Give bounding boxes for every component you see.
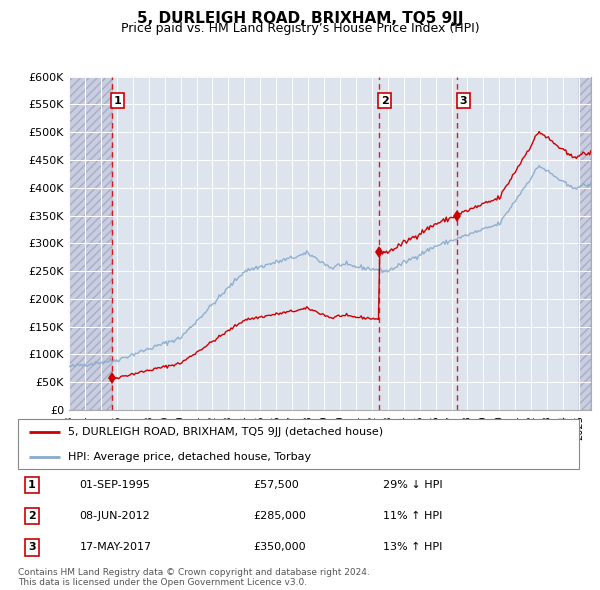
Text: Price paid vs. HM Land Registry’s House Price Index (HPI): Price paid vs. HM Land Registry’s House … [121, 22, 479, 35]
Text: 13% ↑ HPI: 13% ↑ HPI [383, 542, 442, 552]
Text: 2: 2 [28, 511, 36, 521]
Text: 08-JUN-2012: 08-JUN-2012 [80, 511, 151, 521]
Text: 3: 3 [460, 96, 467, 106]
Bar [69, 77, 112, 410]
Text: £350,000: £350,000 [254, 542, 306, 552]
Text: 11% ↑ HPI: 11% ↑ HPI [383, 511, 442, 521]
Text: Contains HM Land Registry data © Crown copyright and database right 2024.
This d: Contains HM Land Registry data © Crown c… [18, 568, 370, 587]
Text: 5, DURLEIGH ROAD, BRIXHAM, TQ5 9JJ: 5, DURLEIGH ROAD, BRIXHAM, TQ5 9JJ [137, 11, 463, 25]
Text: 17-MAY-2017: 17-MAY-2017 [80, 542, 152, 552]
Text: 3: 3 [28, 542, 36, 552]
Text: 2: 2 [381, 96, 389, 106]
Text: £57,500: £57,500 [254, 480, 299, 490]
Bar [579, 77, 591, 410]
Text: £285,000: £285,000 [254, 511, 307, 521]
Text: 29% ↓ HPI: 29% ↓ HPI [383, 480, 442, 490]
Text: 5, DURLEIGH ROAD, BRIXHAM, TQ5 9JJ (detached house): 5, DURLEIGH ROAD, BRIXHAM, TQ5 9JJ (deta… [68, 427, 383, 437]
Text: 01-SEP-1995: 01-SEP-1995 [80, 480, 151, 490]
Text: 1: 1 [113, 96, 121, 106]
Text: HPI: Average price, detached house, Torbay: HPI: Average price, detached house, Torb… [68, 451, 311, 461]
Text: 1: 1 [28, 480, 36, 490]
FancyBboxPatch shape [18, 419, 579, 469]
